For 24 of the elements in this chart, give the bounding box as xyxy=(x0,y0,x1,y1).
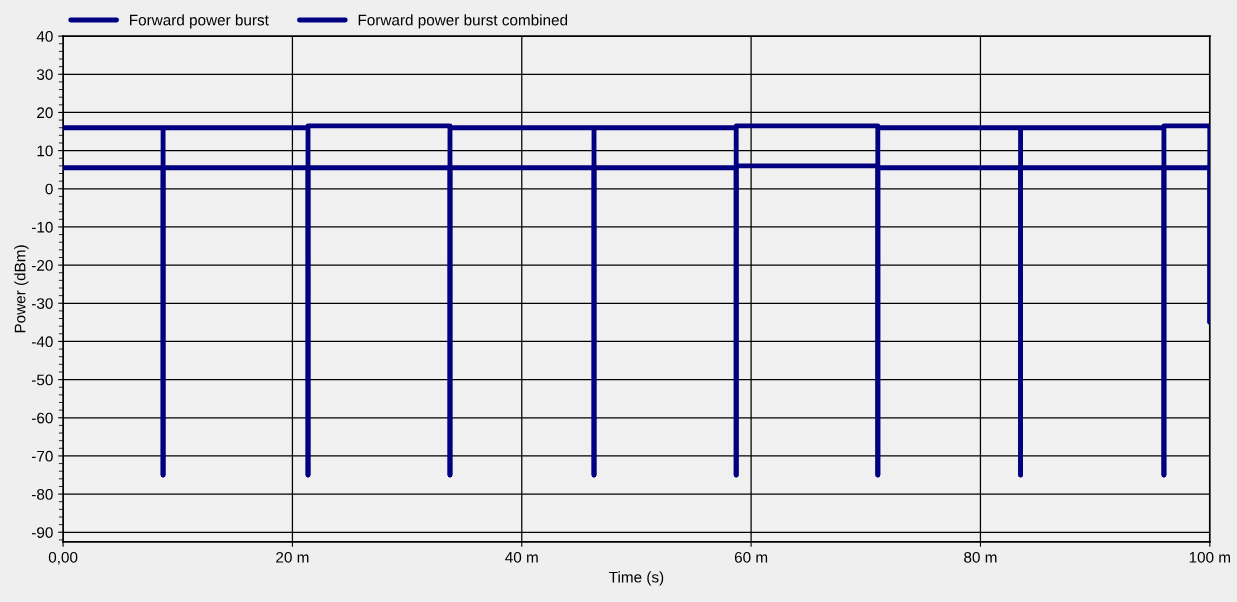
x-tick-label: 0,00 xyxy=(48,551,78,565)
x-tick-label: 60 m xyxy=(734,551,768,563)
legend-label: Forward power burst xyxy=(130,14,269,29)
legend-label: Forward power burst combined xyxy=(358,14,568,29)
y-tick-label: -50 xyxy=(31,374,53,386)
y-tick-label: -80 xyxy=(31,488,53,500)
y-tick-label: -90 xyxy=(31,527,53,538)
y-tick-label: -40 xyxy=(31,336,53,348)
y-tick-label: 0 xyxy=(45,183,53,195)
y-tick-label: 30 xyxy=(36,69,53,80)
x-axis-title: Time (s) xyxy=(609,571,664,586)
x-tick-label: 40 m xyxy=(505,551,538,563)
y-tick-label: 20 xyxy=(37,107,53,119)
y-tick-label: -20 xyxy=(31,259,53,271)
y-tick-label: -70 xyxy=(31,450,53,462)
x-tick-label: 20 m xyxy=(276,551,309,563)
x-tick-label: 80 m xyxy=(964,551,997,563)
y-tick-label: -60 xyxy=(31,412,53,424)
y-axis-title: Power (dBm) xyxy=(14,245,29,333)
y-tick-label: 40 xyxy=(36,30,53,42)
y-tick-label: 10 xyxy=(37,145,53,157)
x-tick-label: 100 m xyxy=(1189,551,1231,563)
y-tick-label: -30 xyxy=(31,298,53,309)
y-tick-label: -10 xyxy=(31,221,53,233)
